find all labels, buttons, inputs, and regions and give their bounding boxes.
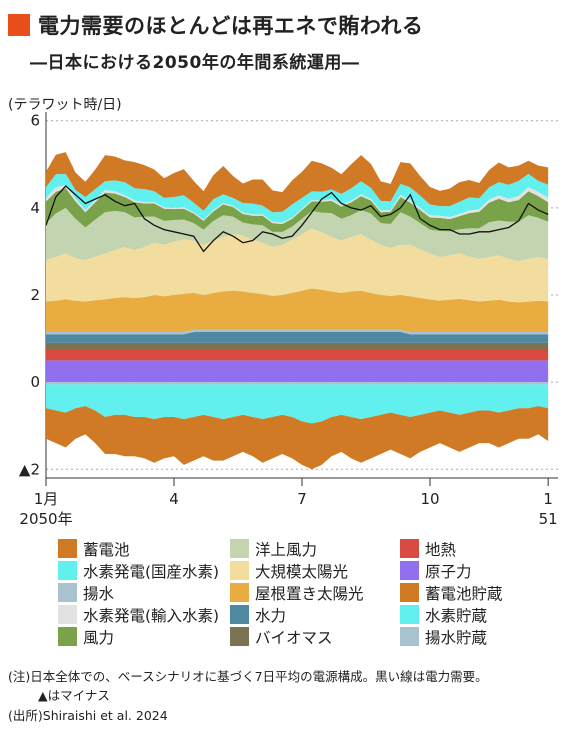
legend-swatch: [230, 605, 249, 624]
storage-area: [46, 406, 549, 470]
legend-label: 水素発電(輸入水素): [83, 606, 220, 625]
legend-item: 屋根置き太陽光: [230, 582, 400, 603]
legend-label: 洋上風力: [255, 540, 318, 559]
legend-label: 原子力: [425, 562, 472, 581]
legend-swatch: [230, 539, 249, 558]
y-tick-label: 0: [30, 373, 40, 391]
legend-item: 水素貯蔵: [400, 604, 550, 625]
legend-item: 水力: [230, 604, 400, 625]
legend-swatch: [400, 583, 419, 602]
title-row: 電力需要のほとんどは再エネで賄われる: [8, 10, 562, 40]
supply-area: [46, 332, 549, 343]
legend-item: 原子力: [400, 560, 550, 581]
supply-area: [46, 329, 549, 335]
y-tick-label: 6: [30, 112, 40, 130]
legend-item: バイオマス: [230, 626, 400, 647]
legend-item: 洋上風力: [230, 538, 400, 559]
legend-label: 大規模太陽光: [255, 562, 349, 581]
legend-label: 屋根置き太陽光: [255, 584, 364, 603]
legend-item: 大規模太陽光: [230, 560, 400, 581]
legend-swatch: [58, 605, 77, 624]
supply-area: [46, 173, 549, 223]
x-tick-sublabel: 2050年: [19, 510, 72, 528]
legend-item: 蓄電池貯蔵: [400, 582, 550, 603]
title-marker: [8, 14, 30, 36]
y-tick-label: 2: [30, 286, 40, 304]
x-tick-label: 1月: [34, 490, 59, 508]
legend-swatch: [58, 561, 77, 580]
legend-label: 蓄電池: [83, 540, 130, 559]
notes: (注)日本全体での、ベースシナリオに基づく7日平均の電源構成。黒い線は電力需要。…: [8, 667, 488, 725]
legend-swatch: [58, 627, 77, 646]
legend-label: 水素貯蔵: [425, 606, 488, 625]
note-text: (注)日本全体での、ベースシナリオに基づく7日平均の電源構成。黒い線は電力需要。: [8, 669, 488, 684]
supply-area: [46, 152, 549, 213]
legend-item: 水素発電(輸入水素): [58, 604, 230, 625]
legend-swatch: [230, 561, 249, 580]
x-tick-label: 4: [169, 490, 179, 508]
legend-label: 水素発電(国産水素): [83, 562, 220, 581]
legend-swatch: [58, 583, 77, 602]
note-minus: ▲はマイナス: [38, 688, 110, 704]
legend-item: 風力: [58, 626, 230, 647]
legend-item: 揚水貯蔵: [400, 626, 550, 647]
x-tick-label: 10: [420, 490, 439, 508]
y-tick-label: 4: [30, 199, 40, 217]
demand-line: [45, 185, 549, 253]
y-tick-label: ▲2: [19, 460, 40, 478]
legend-label: 揚水: [83, 584, 115, 603]
legend-swatch: [400, 605, 419, 624]
supply-area: [46, 360, 549, 383]
chart-subtitle: ―日本における2050年の年間系統運用―: [30, 53, 360, 73]
x-tick-label: 7: [297, 490, 307, 508]
legend-item: 地熱: [400, 538, 550, 559]
legend-swatch: [400, 561, 419, 580]
legend-label: バイオマス: [255, 628, 333, 647]
storage-area: [46, 382, 549, 385]
legend-label: 水力: [255, 606, 287, 625]
legend-label: 揚水貯蔵: [425, 628, 488, 647]
supply-area: [46, 207, 549, 262]
supply-area: [46, 349, 549, 361]
legend-label: 風力: [83, 628, 115, 647]
legend-item: 水素発電(国産水素): [58, 560, 230, 581]
stacked-area-chart: 6 4 2 0 ▲2 1月 2050年 4 7 10 1 51: [19, 112, 558, 528]
storage-area: [46, 384, 549, 424]
legend-swatch: [58, 539, 77, 558]
legend-item: 揚水: [58, 582, 230, 603]
legend-item: 蓄電池: [58, 538, 230, 559]
x-tick-label: 1: [543, 490, 553, 508]
legend-label: 蓄電池貯蔵: [425, 584, 503, 603]
x-tick-sublabel: 51: [539, 510, 558, 528]
supply-area: [46, 228, 549, 303]
chart-title: 電力需要のほとんどは再エネで賄われる: [38, 14, 424, 38]
legend-swatch: [400, 539, 419, 558]
supply-area: [46, 342, 549, 350]
y-axis-label: (テラワット時/日): [8, 97, 122, 113]
legend-swatch: [400, 627, 419, 646]
legend: 蓄電池 洋上風力 地熱水素発電(国産水素) 大規模太陽光 原子力揚水 屋根置き太陽光 蓄電池…: [58, 538, 568, 647]
legend-swatch: [230, 627, 249, 646]
source-text: (出所)Shiraishi et al. 2024: [8, 707, 168, 723]
legend-label: 地熱: [425, 540, 457, 559]
legend-swatch: [230, 583, 249, 602]
header: 電力需要のほとんどは再エネで賄われる ―日本における2050年の年間系統運用―: [8, 10, 562, 73]
supply-area: [46, 288, 549, 333]
